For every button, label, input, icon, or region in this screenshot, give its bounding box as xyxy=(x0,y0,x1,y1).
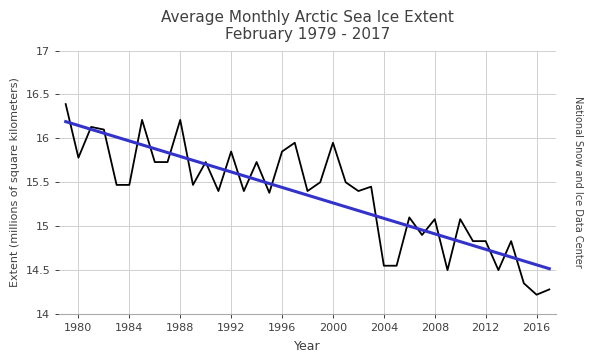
Text: National Snow and Ice Data Center: National Snow and Ice Data Center xyxy=(573,95,583,268)
Title: Average Monthly Arctic Sea Ice Extent
February 1979 - 2017: Average Monthly Arctic Sea Ice Extent Fe… xyxy=(161,10,454,42)
X-axis label: Year: Year xyxy=(294,340,321,353)
Y-axis label: Extent (millions of square kilometers): Extent (millions of square kilometers) xyxy=(10,77,20,287)
